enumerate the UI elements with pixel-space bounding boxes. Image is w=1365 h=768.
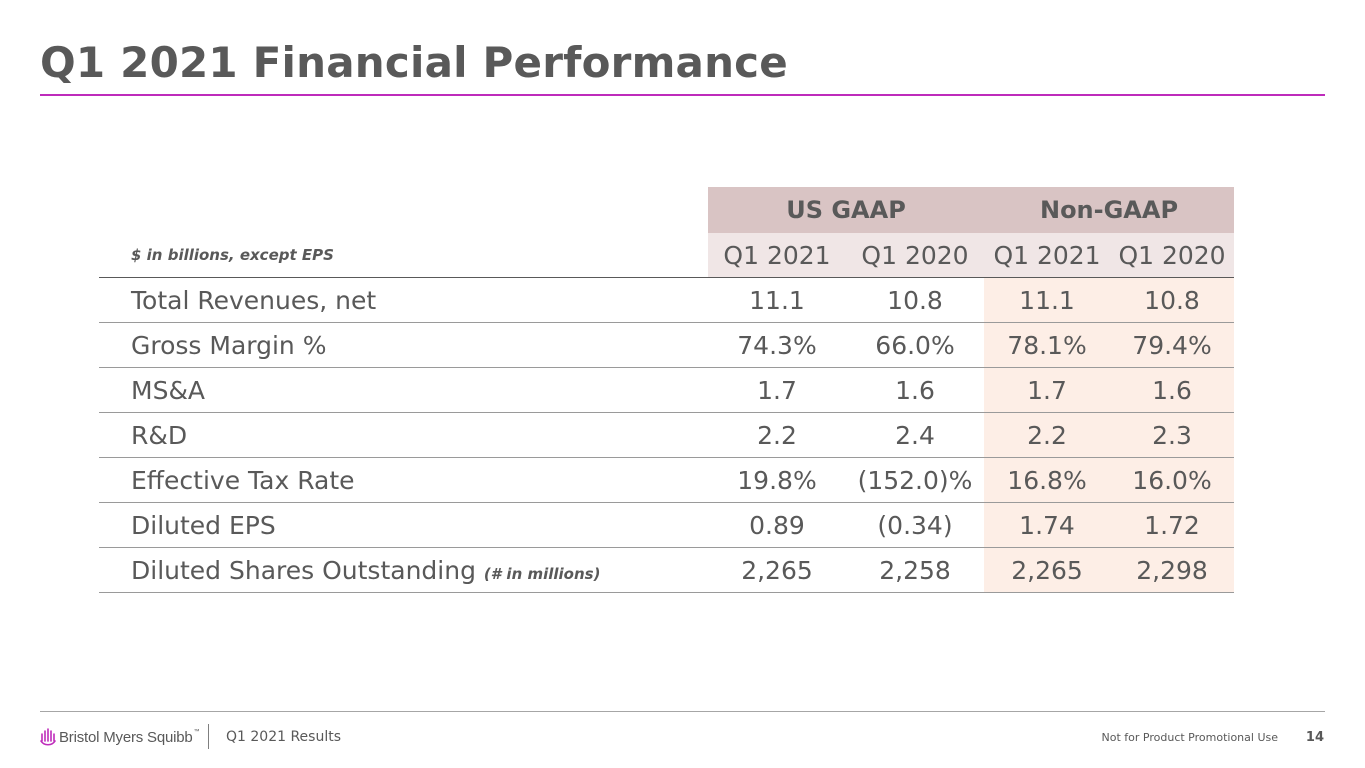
logo-wordmark-text: Bristol Myers Squibb	[59, 728, 193, 746]
non-gaap-value: 2.3	[1110, 412, 1235, 458]
table-row: Gross Margin % 74.3% 66.0% 78.1% 79.4%	[99, 322, 1235, 368]
promo-disclaimer: Not for Product Promotional Use	[1101, 731, 1278, 744]
row-label: MS&A	[99, 367, 708, 413]
us-gaap-value: 1.7	[708, 367, 846, 413]
footer-divider	[40, 711, 1325, 712]
row-label-text: Effective Tax Rate	[131, 465, 355, 495]
period-header: Q1 2020	[1110, 233, 1235, 278]
bms-logo-icon	[40, 728, 56, 746]
group-header-non-gaap: Non-GAAP	[984, 187, 1235, 233]
period-header-row: $ in billions, except EPS Q1 2021 Q1 202…	[99, 233, 1235, 278]
us-gaap-value: 1.6	[846, 367, 985, 413]
non-gaap-value: 1.7	[984, 367, 1111, 413]
unit-note: $ in billions, except EPS	[99, 233, 708, 278]
row-label: Total Revenues, net	[99, 277, 708, 323]
non-gaap-value: 16.8%	[984, 457, 1111, 503]
group-header-blank	[99, 187, 708, 233]
period-header: Q1 2020	[846, 233, 985, 278]
non-gaap-value: 11.1	[984, 277, 1111, 323]
us-gaap-value: 19.8%	[708, 457, 846, 503]
us-gaap-value: 2,258	[846, 547, 985, 593]
logo-wordmark: Bristol Myers Squibb™	[59, 728, 200, 746]
row-label-text: R&D	[131, 420, 188, 450]
footer-separator	[208, 724, 209, 749]
us-gaap-value: (0.34)	[846, 502, 985, 548]
table-row: Diluted EPS 0.89 (0.34) 1.74 1.72	[99, 502, 1235, 548]
us-gaap-value: 74.3%	[708, 322, 846, 368]
group-header-us-gaap: US GAAP	[708, 187, 985, 233]
row-label: Diluted Shares Outstanding (# in million…	[99, 547, 708, 593]
table-row: MS&A 1.7 1.6 1.7 1.6	[99, 367, 1235, 413]
table-row: Diluted Shares Outstanding (# in million…	[99, 547, 1235, 593]
non-gaap-value: 16.0%	[1110, 457, 1235, 503]
row-label: Effective Tax Rate	[99, 457, 708, 503]
row-label: Diluted EPS	[99, 502, 708, 548]
row-label-note: (# in millions)	[483, 564, 601, 583]
company-logo: Bristol Myers Squibb™	[40, 726, 200, 748]
row-label-text: Total Revenues, net	[131, 285, 377, 315]
non-gaap-value: 79.4%	[1110, 322, 1235, 368]
table-row: Total Revenues, net 11.1 10.8 11.1 10.8	[99, 277, 1235, 323]
period-header: Q1 2021	[708, 233, 846, 278]
row-label-text: MS&A	[131, 375, 206, 405]
non-gaap-value: 2,298	[1110, 547, 1235, 593]
page-number: 14	[1305, 730, 1324, 745]
logo-trademark: ™	[193, 728, 200, 735]
us-gaap-value: 10.8	[846, 277, 985, 323]
us-gaap-value: 11.1	[708, 277, 846, 323]
title-underline	[40, 94, 1325, 96]
us-gaap-value: 0.89	[708, 502, 846, 548]
period-header: Q1 2021	[984, 233, 1111, 278]
row-label: R&D	[99, 412, 708, 458]
non-gaap-value: 2,265	[984, 547, 1111, 593]
non-gaap-value: 2.2	[984, 412, 1111, 458]
table-row: R&D 2.2 2.4 2.2 2.3	[99, 412, 1235, 458]
non-gaap-value: 1.72	[1110, 502, 1235, 548]
row-label: Gross Margin %	[99, 322, 708, 368]
row-label-text: Diluted EPS	[131, 510, 276, 540]
non-gaap-value: 1.6	[1110, 367, 1235, 413]
us-gaap-value: 2.2	[708, 412, 846, 458]
row-label-text: Gross Margin %	[131, 330, 327, 360]
non-gaap-value: 78.1%	[984, 322, 1111, 368]
non-gaap-value: 1.74	[984, 502, 1111, 548]
us-gaap-value: 2,265	[708, 547, 846, 593]
us-gaap-value: 2.4	[846, 412, 985, 458]
us-gaap-value: (152.0)%	[846, 457, 985, 503]
table-row: Effective Tax Rate 19.8% (152.0)% 16.8% …	[99, 457, 1235, 503]
us-gaap-value: 66.0%	[846, 322, 985, 368]
deck-label: Q1 2021 Results	[226, 729, 342, 745]
page-title: Q1 2021 Financial Performance	[40, 38, 788, 87]
group-header-row: US GAAP Non-GAAP	[99, 187, 1235, 233]
non-gaap-value: 10.8	[1110, 277, 1235, 323]
row-label-text: Diluted Shares Outstanding	[131, 555, 476, 585]
financial-table: US GAAP Non-GAAP $ in billions, except E…	[99, 187, 1235, 593]
